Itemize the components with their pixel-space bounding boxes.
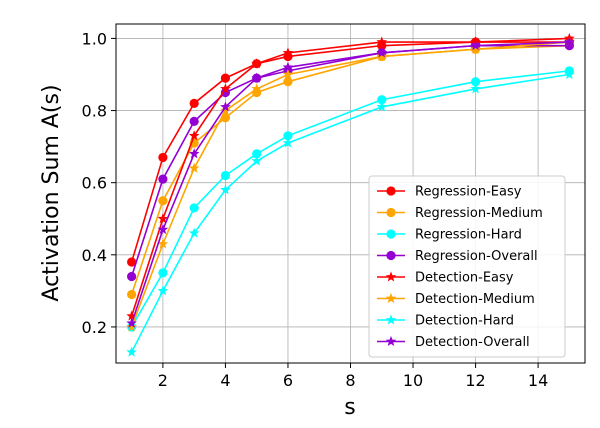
legend-marker: [385, 314, 397, 325]
data-point-detection-hard: [220, 184, 231, 195]
data-point-detection-easy: [157, 213, 169, 224]
data-point-regression-hard: [283, 131, 293, 141]
legend-item: Regression-Hard: [377, 228, 522, 243]
y-tick-label: 1.0: [82, 29, 107, 48]
legend-marker: [386, 207, 396, 218]
x-axis-label: s: [344, 395, 355, 420]
legend-marker: [386, 186, 396, 196]
legend-marker: [385, 292, 397, 304]
data-point-regression-overall: [158, 174, 168, 184]
data-point-detection-hard: [251, 155, 263, 166]
legend-marker: [385, 335, 397, 347]
data-point-detection-hard: [470, 83, 481, 94]
data-point-detection-medium: [376, 50, 388, 61]
data-point-detection-overall: [470, 40, 481, 51]
data-point-detection-easy: [282, 47, 294, 58]
series-layer: [126, 32, 575, 357]
data-point-detection-easy: [188, 130, 200, 141]
series-detection-overall: [126, 36, 575, 328]
data-point-detection-easy: [376, 36, 388, 47]
x-tick-label: 4: [220, 371, 230, 390]
y-tick-label: 0.8: [82, 102, 107, 121]
series-detection-hard: [126, 68, 575, 357]
x-tick-label: 12: [465, 371, 485, 390]
data-point-detection-overall: [376, 47, 388, 58]
data-point-regression-overall: [127, 271, 137, 282]
y-tick-label: 0.2: [82, 318, 107, 337]
legend-item: Detection-Overall: [377, 335, 530, 350]
axis-ticks: 2 4 6 8 10 12 14 0.2 0.4 0.6 0.8 1.0: [82, 29, 549, 390]
legend-item: Regression-Overall: [377, 249, 538, 264]
legend-marker: [386, 229, 396, 239]
legend-box: [368, 175, 566, 358]
y-axis-label: Activation Sum A(s): [39, 84, 64, 301]
data-point-detection-overall: [126, 317, 137, 328]
x-tick-label: 10: [403, 371, 423, 390]
data-point-regression-medium: [283, 77, 293, 87]
legend-label: Detection-Overall: [415, 335, 530, 350]
data-point-regression-hard: [158, 268, 168, 278]
data-point-detection-medium: [126, 321, 137, 332]
y-tick-label: 0.4: [82, 246, 107, 265]
data-point-detection-overall: [251, 72, 263, 83]
data-point-detection-hard: [564, 68, 575, 80]
data-point-regression-easy: [189, 98, 199, 108]
data-point-regression-easy: [127, 257, 137, 267]
data-point-detection-medium: [157, 238, 169, 249]
data-point-detection-overall: [157, 223, 169, 235]
data-point-regression-easy: [220, 73, 231, 83]
data-point-regression-hard: [220, 170, 231, 181]
y-tick-label: 0.6: [82, 174, 107, 193]
data-point-regression-medium: [158, 196, 168, 206]
data-point-regression-overall: [189, 116, 199, 126]
legend-label: Regression-Hard: [415, 228, 522, 243]
data-point-detection-hard: [157, 285, 169, 296]
legend-label: Detection-Medium: [415, 292, 535, 307]
data-point-regression-hard: [377, 95, 387, 105]
x-tick-label: 2: [158, 371, 168, 390]
data-point-detection-medium: [220, 104, 231, 116]
legend-item: Detection-Easy: [377, 271, 514, 286]
data-point-detection-easy: [251, 58, 263, 69]
x-tick-label: 14: [528, 371, 548, 390]
data-point-detection-hard: [376, 101, 388, 112]
legend-marker: [386, 250, 396, 261]
data-point-regression-hard: [470, 77, 481, 87]
legend-item: Regression-Easy: [377, 185, 522, 200]
legend-item: Detection-Medium: [377, 292, 535, 307]
data-point-detection-easy: [220, 83, 231, 94]
data-point-detection-overall: [282, 61, 294, 72]
data-point-detection-overall: [564, 36, 575, 47]
data-point-detection-hard: [188, 227, 200, 238]
legend-item: Detection-Hard: [377, 314, 514, 329]
data-point-regression-medium: [127, 289, 137, 300]
data-point-regression-hard: [252, 149, 262, 159]
legend-label: Regression-Easy: [415, 185, 522, 200]
data-point-detection-overall: [188, 148, 200, 159]
data-point-detection-medium: [282, 68, 294, 80]
x-tick-label: 8: [345, 371, 355, 390]
data-point-detection-overall: [220, 101, 231, 112]
legend: Regression-Easy Regression-Medium Regressi…: [368, 175, 566, 358]
x-tick-label: 6: [283, 371, 293, 390]
legend-label: Regression-Medium: [415, 206, 543, 221]
legend-label: Detection-Easy: [415, 271, 514, 286]
legend-label: Detection-Hard: [415, 314, 514, 329]
data-point-detection-medium: [188, 162, 200, 173]
data-point-detection-hard: [282, 137, 294, 148]
data-point-regression-hard: [189, 203, 199, 213]
legend-label: Regression-Overall: [415, 249, 538, 264]
legend-item: Regression-Medium: [377, 206, 543, 221]
data-point-detection-medium: [470, 43, 481, 54]
legend-marker: [385, 271, 397, 282]
data-point-detection-medium: [251, 83, 263, 94]
data-point-regression-easy: [158, 152, 168, 163]
data-point-detection-easy: [126, 310, 137, 321]
data-point-detection-hard: [126, 346, 137, 357]
